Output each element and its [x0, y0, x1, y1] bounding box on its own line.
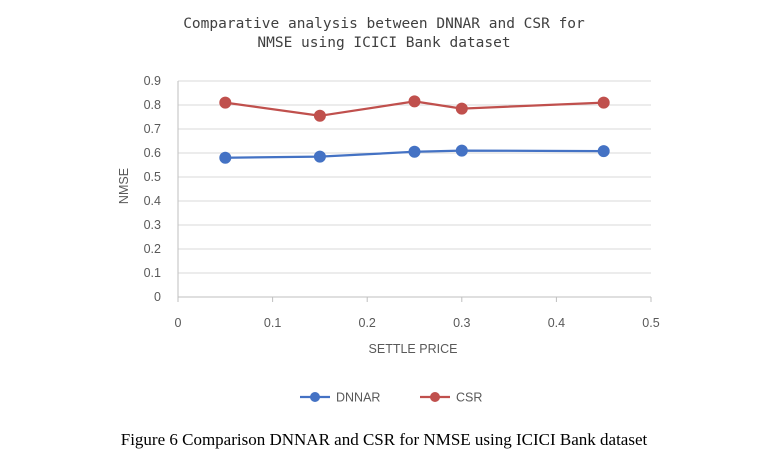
series-dnnar [219, 144, 610, 164]
data-point-csr [408, 95, 421, 108]
y-tick-label: 0.7 [144, 122, 161, 136]
series [219, 95, 610, 164]
x-tick-label: 0.5 [642, 316, 659, 330]
series-csr [219, 95, 610, 122]
y-tick-label: 0.8 [144, 98, 161, 112]
data-point-dnnar [408, 145, 421, 158]
data-point-dnnar [313, 150, 326, 163]
y-tick-labels: 0 0.1 0.2 0.3 0.4 0.5 0.6 0.7 0.8 0.9 [144, 74, 161, 304]
data-point-dnnar [597, 145, 610, 158]
data-point-csr [219, 96, 232, 109]
data-point-csr [597, 96, 610, 109]
x-tick-label: 0.1 [264, 316, 281, 330]
data-point-csr [313, 109, 326, 122]
x-tick-label: 0 [175, 316, 182, 330]
y-tick-label: 0.1 [144, 266, 161, 280]
y-tick-label: 0.9 [144, 74, 161, 88]
legend: DNNAR CSR [300, 391, 482, 405]
axes [177, 81, 652, 302]
y-tick-label: 0.3 [144, 218, 161, 232]
chart-title-line-1: Comparative analysis between DNNAR and C… [183, 16, 585, 32]
y-tick-label: 0 [154, 290, 161, 304]
y-tick-label: 0.2 [144, 242, 161, 256]
x-tick-label: 0.2 [359, 316, 376, 330]
grid [178, 80, 651, 274]
chart-title: Comparative analysis between DNNAR and C… [183, 16, 585, 51]
data-point-dnnar [455, 144, 468, 157]
data-point-dnnar [219, 151, 232, 164]
legend-item-dnnar: DNNAR [300, 391, 380, 405]
legend-swatch-marker [430, 392, 440, 402]
legend-item-csr: CSR [420, 391, 482, 405]
y-axis-label: NMSE [117, 168, 131, 204]
y-tick-label: 0.5 [144, 170, 161, 184]
y-tick-label: 0.4 [144, 194, 161, 208]
x-tick-labels: 0 0.1 0.2 0.3 0.4 0.5 [175, 316, 660, 330]
chart-title-line-2: NMSE using ICICI Bank dataset [257, 35, 510, 51]
data-point-csr [455, 102, 468, 115]
legend-swatch-marker [310, 392, 320, 402]
x-tick-label: 0.3 [453, 316, 470, 330]
legend-label: CSR [456, 391, 482, 405]
x-tick-label: 0.4 [548, 316, 565, 330]
legend-label: DNNAR [336, 391, 380, 405]
x-axis-label: SETTLE PRICE [369, 342, 458, 356]
y-tick-label: 0.6 [144, 146, 161, 160]
figure-caption: Figure 6 Comparison DNNAR and CSR for NM… [121, 430, 648, 449]
